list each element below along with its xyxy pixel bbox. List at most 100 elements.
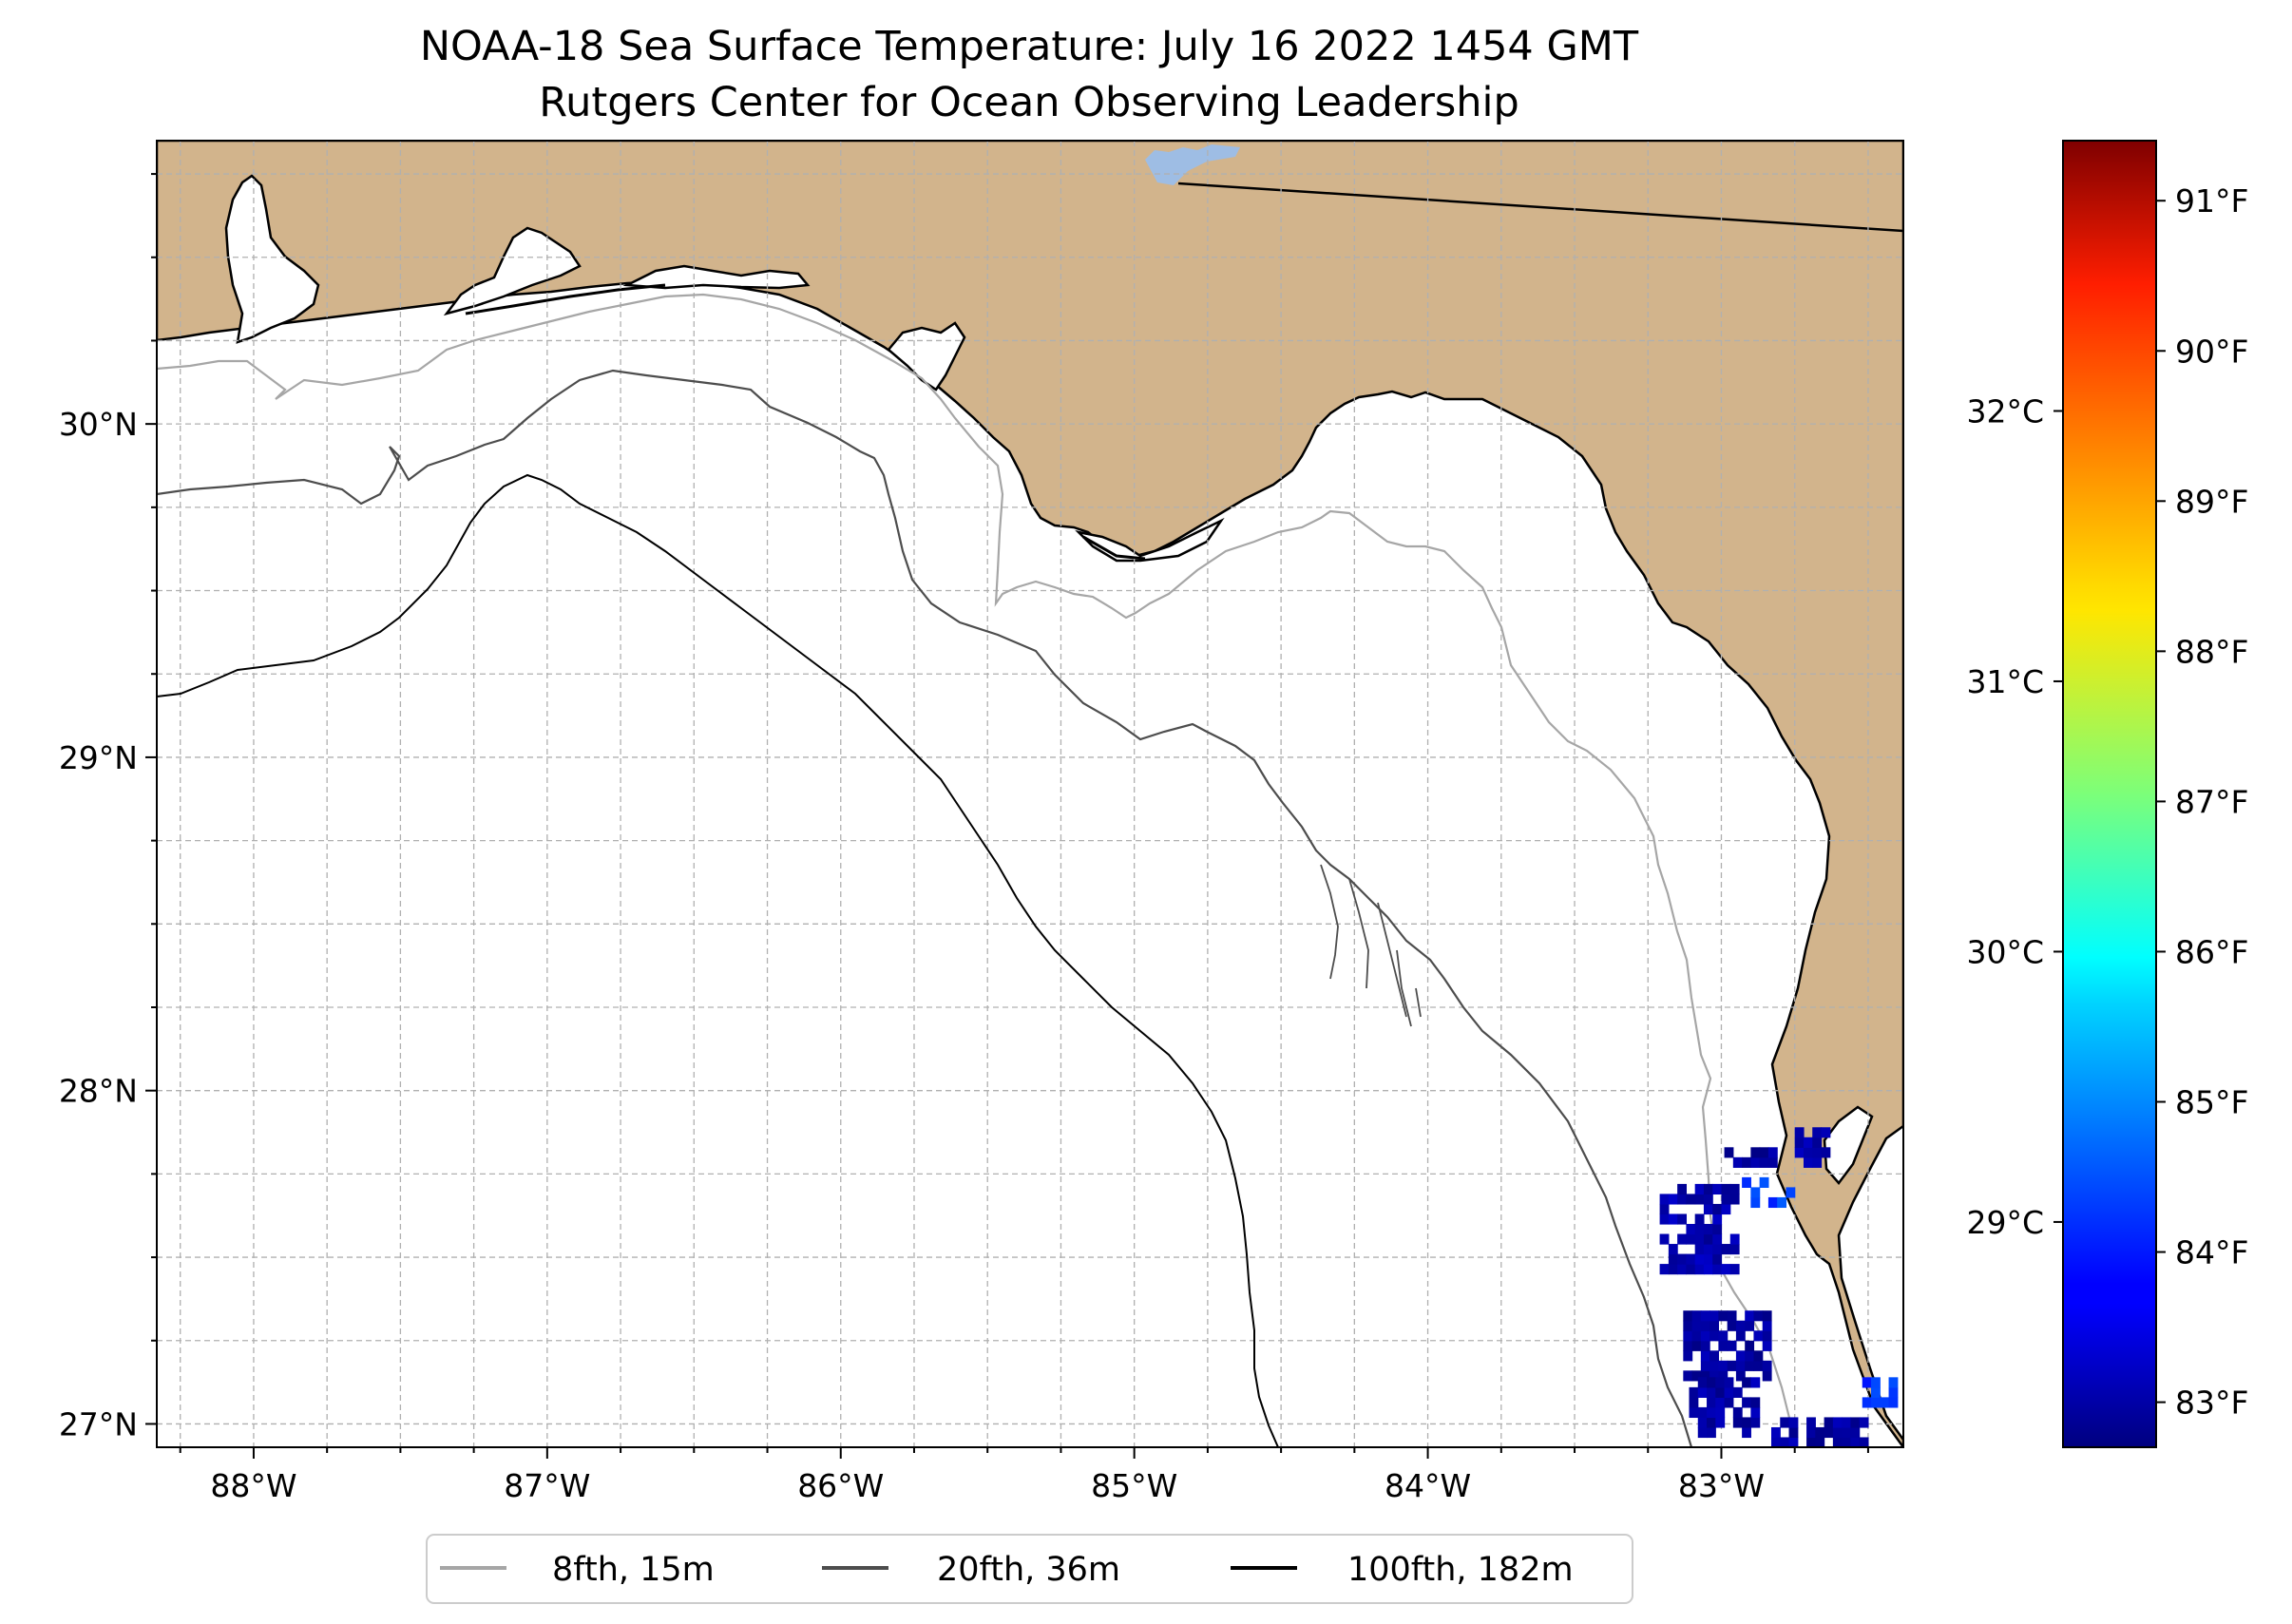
y-tick-label: 30°N [59, 406, 138, 443]
sst-pixel [1824, 1417, 1834, 1428]
sst-pixel [1732, 1156, 1743, 1168]
colorbar-fahrenheit-axis: 83°F 84°F 85°F 86°F 87°F 88°F 89°F 90°F 91°F [2156, 182, 2248, 1422]
sst-pixel [1727, 1340, 1737, 1351]
sst-pixel [1694, 1223, 1705, 1235]
sst-pixel [1694, 1183, 1705, 1195]
sst-pixel [1686, 1264, 1696, 1275]
sst-pixel [1735, 1330, 1746, 1342]
sst-pixel [1697, 1386, 1708, 1398]
gridlines [157, 141, 1903, 1447]
sst-pixel [1750, 1406, 1761, 1419]
mobile-bay [224, 174, 320, 344]
sst-pixel [1759, 1156, 1769, 1168]
sst-pixel [1700, 1310, 1710, 1322]
map-area [157, 141, 1903, 1447]
choctawhatchee-bay [622, 264, 811, 290]
sst-pixel [1788, 1426, 1799, 1439]
sst-pixel [1888, 1377, 1899, 1388]
sst-pixel [1697, 1426, 1708, 1439]
sst-pixel [1794, 1137, 1805, 1148]
sst-pixel [1888, 1397, 1899, 1408]
colorbar-f-label: 86°F [2175, 933, 2248, 970]
sst-pixel [1724, 1377, 1734, 1388]
sst-pixel [1691, 1370, 1702, 1382]
sst-pixel [1806, 1417, 1816, 1428]
sst-pixel [1762, 1330, 1772, 1342]
sst-pixel [1727, 1310, 1737, 1322]
title-line-2: Rutgers Center for Ocean Observing Leade… [539, 79, 1519, 126]
sst-pixel [1745, 1350, 1755, 1362]
sst-pixel [1659, 1213, 1670, 1225]
sst-pixel [1707, 1426, 1716, 1439]
sst-pixel [1803, 1147, 1813, 1158]
sst-pixel [1727, 1360, 1737, 1371]
y-axis: 27°N 28°N 29°N 30°N [59, 173, 157, 1442]
sst-pixel [1709, 1320, 1719, 1331]
pensacola-bay [443, 226, 582, 316]
sst-pixel [1759, 1147, 1769, 1158]
sst-pixel [1691, 1320, 1702, 1331]
sst-pixel [1742, 1377, 1751, 1388]
sst-pixel [1742, 1417, 1751, 1428]
sst-pixel [1709, 1360, 1719, 1371]
sst-pixel [1659, 1233, 1670, 1245]
sst-pixel [1703, 1183, 1713, 1195]
sst-pixel [1732, 1417, 1743, 1428]
sst-pixel [1780, 1437, 1790, 1447]
sst-pixel [1677, 1194, 1688, 1205]
sst-pixel [1859, 1417, 1869, 1428]
sst-pixel [1686, 1223, 1696, 1235]
legend-box [426, 1534, 1633, 1604]
sst-pixel [1821, 1147, 1831, 1158]
sst-pixel [1686, 1194, 1696, 1205]
x-tick-label: 83°W [1678, 1467, 1765, 1504]
sst-pixel [1683, 1370, 1693, 1382]
legend: 8fth, 15m 20fth, 36m 100fth, 182m [426, 1534, 1633, 1604]
sst-pixel [1767, 1196, 1778, 1209]
barrier-island [465, 283, 1146, 561]
sst-pixel [1659, 1264, 1670, 1275]
sst-pixel [1677, 1253, 1688, 1265]
sst-pixel [1762, 1310, 1772, 1322]
sst-pixel [1691, 1340, 1702, 1351]
sst-pixel [1753, 1330, 1764, 1342]
sst-pixel [1729, 1183, 1740, 1195]
sst-pixel [1767, 1147, 1778, 1158]
sst-pixel [1821, 1127, 1831, 1138]
sst-pixel [1718, 1370, 1729, 1382]
sst-pixel [1697, 1417, 1708, 1428]
sst-pixel [1707, 1377, 1716, 1388]
sst-pixel [1750, 1147, 1761, 1158]
sst-pixel [1871, 1386, 1881, 1398]
sst-pixel [1729, 1244, 1740, 1255]
sst-pixel [1745, 1360, 1755, 1371]
sst-pixel [1686, 1233, 1696, 1245]
sst-pixel [1770, 1437, 1781, 1447]
sst-pixel [1759, 1176, 1769, 1189]
sst-pixel [1659, 1194, 1670, 1205]
sst-pixel [1750, 1397, 1761, 1408]
y-tick-label: 29°N [59, 739, 138, 776]
sst-pixel [1780, 1417, 1790, 1428]
sst-data [1659, 1127, 1899, 1447]
contour-100fth [157, 473, 1279, 1447]
sst-pixel [1724, 1397, 1734, 1408]
contour-20fth-islands [1320, 864, 1422, 1027]
sst-pixel [1700, 1370, 1710, 1382]
sst-pixel [1729, 1233, 1740, 1245]
sst-pixel [1745, 1310, 1755, 1322]
sst-pixel [1697, 1377, 1708, 1388]
sst-pixel [1700, 1350, 1710, 1362]
sst-pixel [1718, 1310, 1729, 1322]
colorbar-c-label: 32°C [1966, 392, 2044, 430]
sst-pixel [1842, 1437, 1851, 1447]
sst-pixel [1707, 1397, 1716, 1408]
sst-pixel [1703, 1223, 1713, 1235]
colorbar-c-label: 30°C [1966, 933, 2044, 970]
sst-pixel [1712, 1253, 1723, 1265]
sst-pixel [1786, 1187, 1796, 1198]
sst-pixel [1859, 1437, 1869, 1447]
lake [1145, 144, 1240, 185]
sst-pixel [1707, 1386, 1716, 1398]
sst-pixel [1729, 1264, 1740, 1275]
